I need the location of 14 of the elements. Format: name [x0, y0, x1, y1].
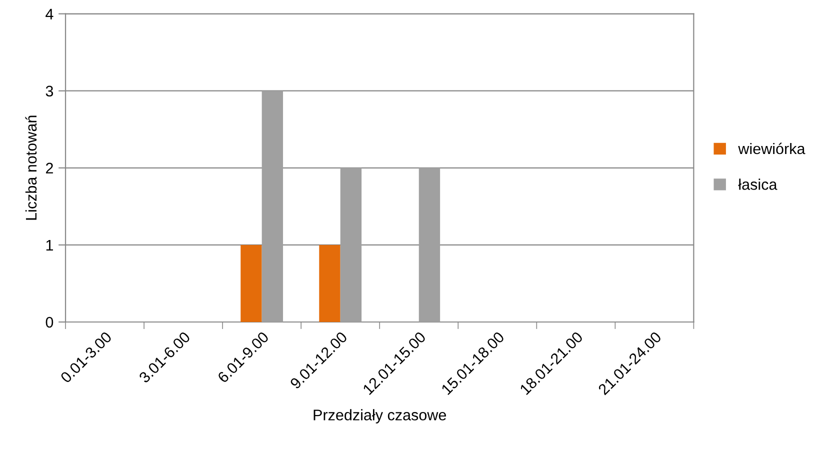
- y-tick-label: 4: [46, 8, 54, 20]
- bar: [319, 244, 340, 322]
- y-tick-label: 0: [46, 316, 54, 328]
- bar: [240, 244, 262, 322]
- bar: [262, 90, 284, 322]
- legend-label: wiewiórka: [738, 142, 806, 154]
- x-axis-title: Przedziały czasowe: [314, 409, 446, 424]
- legend-label: łasica: [738, 178, 778, 190]
- bar: [418, 168, 440, 322]
- y-tick-label: 2: [46, 162, 53, 174]
- y-tick-label: 1: [46, 240, 53, 250]
- y-axis-title: Liczba notowań: [25, 116, 37, 220]
- bar: [340, 168, 362, 322]
- y-tick-label: 3: [46, 86, 54, 97]
